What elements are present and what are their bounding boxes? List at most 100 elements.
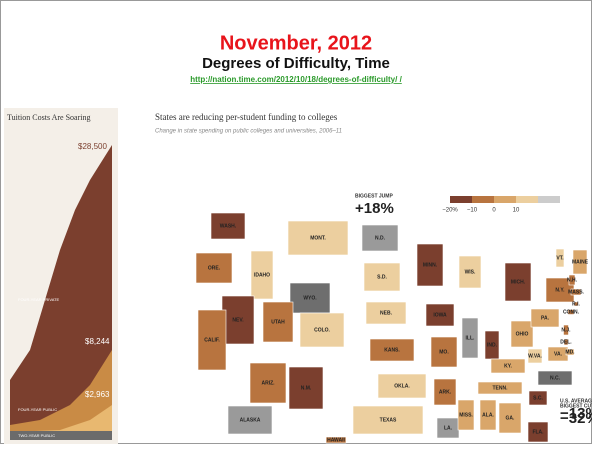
state-label: ALA. bbox=[482, 412, 494, 418]
state-label: OHIO bbox=[516, 331, 529, 337]
state-label: NEB. bbox=[380, 310, 393, 316]
state bbox=[361, 224, 399, 252]
state bbox=[528, 390, 548, 406]
state-label: S.D. bbox=[377, 274, 387, 280]
state bbox=[377, 373, 427, 399]
value-label: $28,500 bbox=[78, 142, 107, 151]
map-title: States are reducing per-student funding … bbox=[155, 112, 338, 122]
state-label: W.VA. bbox=[528, 353, 542, 359]
state-label: OKLA. bbox=[394, 383, 410, 389]
state-label: NEV. bbox=[232, 317, 244, 323]
state bbox=[504, 262, 532, 302]
state bbox=[479, 399, 497, 431]
state bbox=[563, 338, 569, 346]
state bbox=[433, 378, 457, 406]
value-label: $8,244 bbox=[85, 337, 110, 346]
state bbox=[369, 338, 415, 362]
state-label: N.C. bbox=[550, 375, 561, 381]
value-label: $2,963 bbox=[85, 390, 110, 399]
state bbox=[498, 402, 522, 434]
state-label: UTAH bbox=[271, 319, 285, 325]
state-label: MASS. bbox=[568, 289, 584, 295]
private-area bbox=[10, 145, 112, 440]
state-label: VT. bbox=[556, 255, 564, 261]
series-label: FOUR-YEAR PUBLIC bbox=[18, 407, 57, 412]
state bbox=[565, 348, 575, 356]
public-area bbox=[10, 350, 112, 440]
tuition-title: Tuition Costs Are Soaring bbox=[7, 113, 91, 122]
state bbox=[537, 370, 573, 386]
callout-value: −32% bbox=[560, 410, 592, 427]
state-label: N.J. bbox=[561, 327, 571, 333]
legend-label: 0 bbox=[492, 208, 496, 214]
link[interactable]: http://nation.time.com/2012/10/18/degree… bbox=[190, 75, 402, 84]
state-label: CALIF. bbox=[204, 337, 220, 343]
callout-label: BIGGEST JUMP bbox=[355, 193, 393, 199]
state-label: WASH. bbox=[220, 223, 237, 229]
state bbox=[287, 220, 349, 256]
state-label: ARK. bbox=[439, 389, 452, 395]
state-label: MD. bbox=[565, 349, 575, 355]
state-label: MONT. bbox=[310, 235, 326, 241]
state-label: N.M. bbox=[301, 385, 312, 391]
state-label: KY. bbox=[504, 363, 512, 369]
state bbox=[510, 320, 534, 348]
state-label: MAINE bbox=[572, 259, 589, 265]
state bbox=[570, 288, 582, 296]
legend-swatch bbox=[538, 196, 560, 203]
state bbox=[555, 248, 565, 268]
state-label: ALASKA bbox=[240, 417, 261, 423]
series-label: FOUR-YEAR PRIVATE bbox=[18, 297, 60, 302]
state bbox=[573, 301, 579, 307]
state bbox=[430, 336, 458, 368]
state-label: CONN. bbox=[563, 309, 580, 315]
subtitle: Degrees of Difficulty, Time bbox=[202, 55, 390, 72]
state-label: PA. bbox=[541, 315, 550, 321]
state-label: GA. bbox=[506, 415, 516, 421]
state bbox=[572, 249, 588, 275]
state-label: S.C. bbox=[533, 395, 543, 401]
state-label: N.H. bbox=[567, 277, 578, 283]
state-label: ARIZ. bbox=[261, 380, 275, 386]
state bbox=[530, 308, 560, 328]
legend-swatch bbox=[472, 196, 494, 203]
state bbox=[563, 324, 569, 336]
state-label: TENN. bbox=[493, 385, 509, 391]
tuition-chart: Tuition Costs Are Soaring $28,500 $8,244… bbox=[4, 108, 118, 444]
state-label: N.D. bbox=[375, 235, 386, 241]
state bbox=[527, 348, 543, 364]
callout-label: BIGGEST CUT bbox=[560, 403, 592, 409]
state bbox=[210, 212, 246, 240]
state-label: COLO. bbox=[314, 327, 330, 333]
state-label: WIS. bbox=[465, 269, 476, 275]
state bbox=[461, 317, 479, 359]
callout-value: −13% bbox=[560, 405, 592, 422]
legend-swatch bbox=[494, 196, 516, 203]
state-label: FLA. bbox=[532, 429, 544, 435]
state bbox=[567, 309, 575, 315]
state-label: WYO. bbox=[303, 295, 317, 301]
state-label: MICH. bbox=[511, 279, 526, 285]
state bbox=[416, 243, 444, 287]
state-label: HAWAII bbox=[327, 437, 345, 443]
state-label: VA. bbox=[554, 351, 563, 357]
state-label: LA. bbox=[444, 425, 453, 431]
state bbox=[568, 274, 576, 286]
state bbox=[288, 366, 324, 410]
state bbox=[527, 421, 549, 443]
state-label: TEXAS bbox=[380, 417, 397, 423]
state bbox=[490, 358, 526, 374]
legend-swatch bbox=[450, 196, 472, 203]
legend-label: −20% bbox=[442, 208, 458, 214]
callout-label: U.S. AVERAGE bbox=[560, 398, 592, 404]
state bbox=[425, 303, 455, 327]
series-label: TWO-YEAR PUBLIC bbox=[18, 433, 55, 438]
state bbox=[197, 309, 227, 371]
state-label: R.I. bbox=[572, 301, 580, 307]
state-label: IOWA bbox=[433, 312, 447, 318]
state-label: IND. bbox=[487, 342, 498, 348]
state-label: ILL. bbox=[466, 335, 475, 341]
state bbox=[227, 405, 273, 435]
